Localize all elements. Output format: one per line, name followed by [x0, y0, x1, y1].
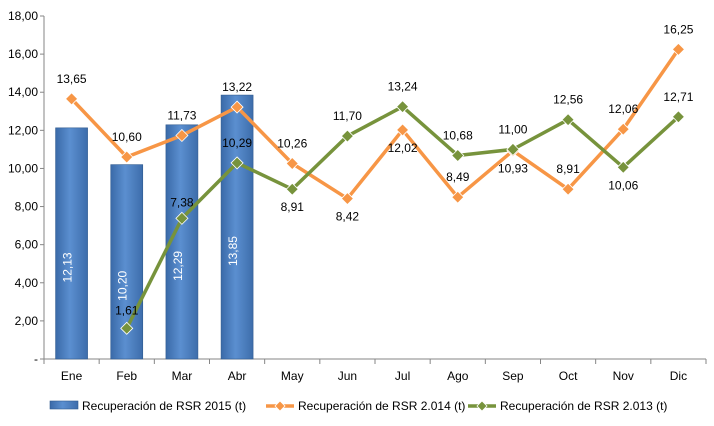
x-tick-label: Jul [395, 369, 410, 383]
x-tick-label: May [281, 369, 304, 383]
line-value-label: 12,56 [553, 93, 583, 107]
x-tick-label: Mar [172, 369, 193, 383]
y-tick-label: 8,00 [15, 200, 39, 214]
series-marker [175, 211, 189, 225]
x-tick-label: Oct [559, 369, 578, 383]
legend: Recuperación de RSR 2015 (t) Recuperación… [49, 399, 667, 413]
x-tick-label: Abr [228, 369, 247, 383]
series-marker [285, 182, 299, 196]
legend-bar-swatch [49, 400, 79, 410]
legend-marker [476, 400, 488, 412]
y-tick-label: 14,00 [8, 85, 38, 99]
series-marker [396, 123, 410, 137]
series-marker [671, 110, 685, 124]
x-tick-label: Jun [338, 369, 357, 383]
y-tick-label: 12,00 [8, 123, 38, 137]
line-value-label: 13,22 [222, 80, 252, 94]
legend-marker [274, 400, 286, 412]
line-value-label: 12,71 [663, 90, 693, 104]
series-line [70, 48, 680, 201]
markers [65, 42, 685, 335]
series-marker [285, 156, 299, 171]
y-tick-label: 4,00 [15, 276, 39, 290]
data-labels: 12,13 10,20 12,29 13,85 13,65 10,60 11,73 13,22… [57, 22, 694, 317]
x-tick-label: Ago [447, 369, 469, 383]
line-value-label: 1,61 [115, 303, 139, 317]
line-value-label: 11,00 [498, 122, 527, 136]
line-value-label: 16,25 [663, 22, 693, 36]
line-value-label: 12,06 [608, 102, 638, 116]
y-tick-label: 18,00 [8, 9, 38, 23]
series-line [125, 104, 680, 330]
line-value-label: 10,29 [222, 136, 252, 150]
bars [55, 94, 254, 360]
legend-label: Recuperación de RSR 2.014 (t) [298, 399, 465, 413]
lines [70, 48, 680, 330]
x-tick-label: Feb [116, 369, 137, 383]
y-tick-label: 16,00 [8, 47, 38, 61]
series-marker [561, 113, 575, 127]
line-value-label: 11,73 [167, 108, 196, 122]
series-marker [451, 148, 465, 163]
series-marker [616, 122, 630, 136]
series-marker [616, 160, 630, 174]
line-value-label: 11,70 [333, 109, 362, 123]
x-tick-label: Dic [670, 369, 687, 383]
x-tick-label: Nov [613, 369, 634, 383]
line-value-label: 8,91 [281, 200, 305, 214]
series-marker [175, 128, 189, 143]
series-marker [396, 100, 410, 114]
line-value-label: 10,06 [608, 178, 638, 192]
bar-value-label: 10,20 [116, 270, 130, 300]
legend-label: Recuperación de RSR 2015 (t) [82, 399, 246, 413]
x-tick-label: Ene [61, 369, 83, 383]
series-marker [340, 129, 354, 143]
axes: - 2,00 4,00 6,00 8,00 10,00 12,00 14,00 16,00 18,… [8, 9, 707, 383]
line-value-label: 8,91 [556, 162, 580, 176]
line-value-label: 7,38 [170, 195, 194, 209]
bar [55, 127, 88, 360]
line-value-label: 8,49 [446, 170, 470, 184]
y-tick-label: 10,00 [8, 161, 38, 175]
series-marker [561, 182, 575, 196]
line-value-label: 10,26 [277, 136, 307, 150]
series-marker [451, 190, 465, 204]
series-marker [65, 92, 79, 106]
line-value-label: 12,02 [388, 141, 418, 155]
series-marker [120, 150, 134, 164]
line-value-label: 10,93 [498, 162, 528, 176]
line-value-label: 8,42 [336, 210, 360, 224]
line-value-label: 13,24 [388, 80, 418, 94]
series-marker [120, 321, 134, 335]
series-marker [671, 42, 685, 56]
x-tick-label: Sep [502, 369, 524, 383]
line-value-label: 10,60 [112, 130, 142, 144]
bar [220, 94, 254, 360]
y-tick-label: - [34, 352, 38, 366]
line-value-label: 13,65 [57, 72, 87, 86]
series-marker [230, 156, 244, 170]
legend-label: Recuperación de RSR 2.013 (t) [500, 399, 667, 413]
series-marker [506, 142, 520, 156]
bar-value-label: 12,13 [61, 252, 75, 282]
series-marker [230, 100, 244, 114]
bar-value-label: 12,29 [171, 251, 185, 281]
line-value-label: 10,68 [443, 128, 473, 142]
series-marker [340, 191, 354, 206]
bar-value-label: 13,85 [226, 236, 240, 266]
y-tick-label: 6,00 [15, 238, 39, 252]
y-tick-label: 2,00 [15, 314, 39, 328]
